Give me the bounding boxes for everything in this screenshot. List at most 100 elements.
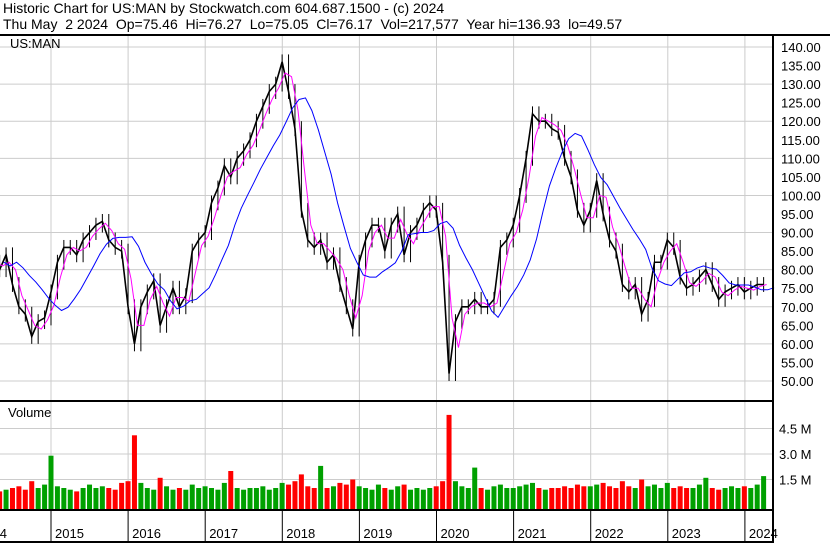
volume-bar	[607, 486, 613, 510]
volume-bar	[709, 488, 715, 510]
volume-bar	[594, 484, 600, 510]
volume-bar	[395, 486, 401, 510]
price-tick-label: 115.00	[781, 133, 820, 148]
volume-bar	[42, 484, 48, 510]
volume-bar	[286, 484, 292, 510]
volume-bar	[298, 474, 304, 510]
price-tick-label: 50.00	[781, 374, 814, 389]
volume-bar	[80, 488, 86, 510]
volume-bar	[626, 486, 632, 510]
volume-bar	[157, 477, 163, 510]
volume-bar	[112, 489, 118, 510]
year-tick-label: 2014	[0, 526, 7, 541]
volume-bar	[99, 486, 105, 510]
volume-bar	[170, 489, 176, 510]
price-tick-label: 95.00	[781, 207, 814, 222]
year-tick-label: 2016	[132, 526, 161, 541]
price-tick-label: 85.00	[781, 244, 814, 259]
volume-bar	[664, 482, 670, 510]
volume-bar	[74, 491, 80, 510]
volume-bar	[253, 488, 259, 510]
year-tick-label: 2024	[749, 526, 778, 541]
volume-bar	[234, 488, 240, 510]
volume-bar	[581, 486, 587, 510]
volume-bar	[485, 489, 491, 510]
volume-bar	[54, 486, 60, 510]
volume-bar	[260, 486, 266, 510]
price-tick-label: 60.00	[781, 337, 814, 352]
volume-bar	[209, 488, 214, 510]
volume-bar	[761, 476, 767, 510]
volume-bar	[369, 489, 375, 510]
volume-bar	[363, 488, 369, 510]
year-tick-label: 2023	[672, 526, 701, 541]
volume-bar	[703, 477, 709, 510]
volume-bar	[343, 484, 349, 510]
volume-bar	[729, 486, 735, 510]
volume-bar	[452, 481, 458, 510]
volume-bar	[131, 435, 137, 510]
volume-bar	[125, 481, 131, 510]
volume-bar	[408, 489, 414, 510]
volume-bar	[645, 486, 651, 510]
volume-bar	[215, 489, 221, 510]
price-tick-label: 80.00	[781, 263, 814, 278]
volume-tick-label: 1.5 M	[779, 473, 812, 488]
volume-bar	[510, 488, 516, 510]
volume-bar	[639, 479, 645, 510]
volume-bar	[677, 486, 683, 510]
volume-bar	[497, 484, 503, 510]
volume-bar	[568, 488, 574, 510]
year-tick-label: 2019	[363, 526, 392, 541]
volume-bar	[337, 482, 343, 510]
volume-bar	[536, 488, 542, 510]
volume-label: Volume	[8, 405, 51, 420]
volume-bar	[183, 489, 189, 510]
short-moving-average-line	[0, 72, 767, 348]
volume-tick-label: 3.0 M	[779, 447, 812, 462]
volume-bar	[741, 486, 747, 510]
volume-bar	[613, 488, 619, 510]
volume-bar	[138, 482, 144, 510]
volume-bar	[658, 488, 664, 510]
price-tick-label: 125.00	[781, 96, 821, 111]
price-tick-label: 65.00	[781, 318, 814, 333]
volume-bar	[555, 488, 561, 510]
volume-bar	[542, 489, 548, 510]
volume-bar	[0, 491, 3, 510]
volume-bar	[651, 484, 657, 510]
volume-bar	[735, 488, 741, 510]
volume-bar	[164, 486, 170, 510]
volume-bar	[427, 488, 433, 510]
volume-bar	[587, 486, 593, 510]
price-tick-label: 90.00	[781, 226, 814, 241]
volume-bar	[119, 482, 125, 510]
volume-bar	[356, 486, 362, 510]
volume-bar	[241, 489, 247, 510]
volume-bar	[106, 488, 112, 510]
volume-bar	[748, 488, 754, 510]
volume-bar	[722, 488, 728, 510]
volume-bar	[29, 481, 35, 510]
year-tick-label: 2020	[441, 526, 470, 541]
volume-bar	[619, 481, 625, 510]
volume-bar	[318, 465, 324, 510]
year-tick-label: 2018	[286, 526, 315, 541]
volume-bar	[574, 484, 580, 510]
chart-title: Historic Chart for US:MAN by Stockwatch.…	[3, 0, 445, 16]
volume-bar	[671, 488, 677, 510]
volume-bar	[446, 414, 452, 510]
price-tick-label: 70.00	[781, 300, 814, 315]
year-tick-label: 2022	[595, 526, 624, 541]
volume-bar	[504, 488, 510, 510]
volume-bar	[189, 484, 195, 510]
volume-bar	[549, 488, 555, 510]
volume-bar	[292, 481, 298, 510]
volume-bar	[517, 486, 523, 510]
volume-bar	[696, 484, 702, 510]
volume-bar	[401, 484, 407, 510]
volume-bar	[311, 488, 317, 510]
volume-tick-label: 4.5 M	[779, 422, 812, 437]
volume-bar	[22, 489, 28, 510]
